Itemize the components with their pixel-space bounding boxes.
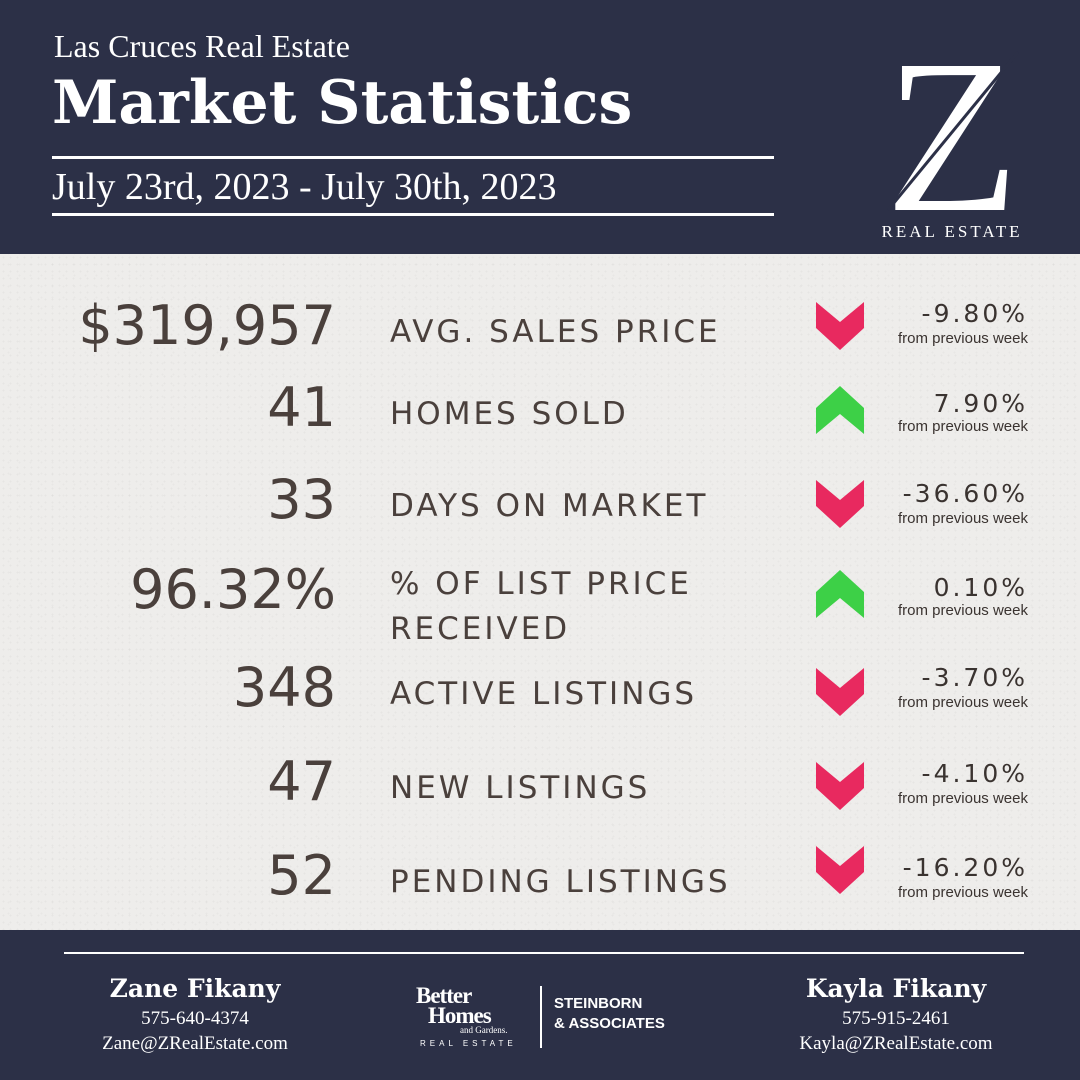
stat-row-list-price-received: 96.32% % OF LIST PRICE RECEIVED 0.10% fr… [0,560,1080,650]
stat-row-pending-listings: 52 PENDING LISTINGS -16.20% from previou… [0,846,1080,926]
stat-row-active-listings: 348 ACTIVE LISTINGS -3.70% from previous… [0,658,1080,738]
brand-divider [540,986,542,1048]
logo-letter: Z [885,30,1019,244]
stat-value: 47 [267,750,336,813]
stat-note: from previous week [897,884,1028,901]
stat-label: PENDING LISTINGS [390,864,731,900]
trend-down-icon [816,846,864,894]
trend-down-icon [816,302,864,350]
trend-up-icon [816,570,864,618]
agent-name: Kayla Fikany [805,974,987,1003]
stat-change: -3.70% [921,663,1028,692]
agent-card-left: Zane Fikany 575-640-4374 Zane@ZRealEstat… [45,972,345,1056]
stat-change: -4.10% [921,759,1028,788]
footer: Zane Fikany 575-640-4374 Zane@ZRealEstat… [0,930,1080,1080]
stat-row-homes-sold: 41 HOMES SOLD 7.90% from previous week [0,378,1080,458]
agent-card-right: Kayla Fikany 575-915-2461 Kayla@ZRealEst… [746,972,1046,1056]
brokerage-logo: Better Homes and Gardens. REAL ESTATE ST… [416,982,686,1052]
stat-change: 7.90% [933,389,1028,418]
trend-down-icon [816,480,864,528]
footer-divider [64,952,1024,954]
stat-label: ACTIVE LISTINGS [390,676,698,712]
agent-email[interactable]: Kayla@ZRealEstate.com [799,1033,993,1054]
stat-label: NEW LISTINGS [390,770,651,806]
trend-down-icon [816,762,864,810]
stat-note: from previous week [897,790,1028,807]
stat-label: DAYS ON MARKET [390,488,709,524]
header-divider-top [52,156,774,159]
header: Las Cruces Real Estate Market Statistics… [0,0,1080,254]
brand-partner-line2: & ASSOCIATES [554,1015,665,1032]
stat-row-new-listings: 47 NEW LISTINGS -4.10% from previous wee… [0,752,1080,832]
logo-caption: REAL ESTATE [881,222,1023,241]
stat-value: $319,957 [78,294,336,357]
agent-phone[interactable]: 575-640-4374 [141,1008,249,1029]
stat-note: from previous week [897,510,1028,527]
stat-note: from previous week [897,330,1028,347]
stat-label: % OF LIST PRICE RECEIVED [390,566,692,647]
stat-change: -36.60% [902,479,1028,508]
stat-row-avg-sales-price: $319,957 AVG. SALES PRICE -9.80% from pr… [0,296,1080,376]
brand-partner-line1: STEINBORN [554,995,643,1012]
stat-value: 348 [232,656,336,719]
stat-value: 41 [267,376,336,439]
brand-and-gardens: and Gardens. [460,1025,508,1035]
stat-row-days-on-market: 33 DAYS ON MARKET -36.60% from previous … [0,470,1080,550]
header-subtitle: Las Cruces Real Estate [54,28,350,64]
stat-value: 33 [267,468,336,531]
stat-label: AVG. SALES PRICE [390,314,721,350]
stat-note: from previous week [897,418,1028,435]
agent-email[interactable]: Zane@ZRealEstate.com [102,1033,288,1054]
agent-phone[interactable]: 575-915-2461 [842,1008,950,1029]
stat-note: from previous week [897,694,1028,711]
brand-better: Better [416,983,472,1008]
trend-down-icon [816,668,864,716]
z-logo: Z [885,30,1019,244]
brand-real-estate: REAL ESTATE [420,1039,517,1048]
brand-homes: Homes [428,1003,492,1028]
header-divider-bottom [52,213,774,216]
trend-up-icon [816,386,864,434]
stat-value: 96.32% [130,558,336,621]
stat-change: 0.10% [933,573,1028,602]
agent-name: Zane Fikany [109,974,281,1003]
stat-note: from previous week [897,602,1028,619]
stats-panel: $319,957 AVG. SALES PRICE -9.80% from pr… [0,254,1080,930]
stat-change: -9.80% [921,299,1028,328]
date-range: July 23rd, 2023 - July 30th, 2023 [52,166,557,208]
stat-change: -16.20% [902,853,1028,882]
stat-label: HOMES SOLD [390,396,629,432]
stat-value: 52 [267,844,336,907]
page-title: Market Statistics [52,68,633,138]
